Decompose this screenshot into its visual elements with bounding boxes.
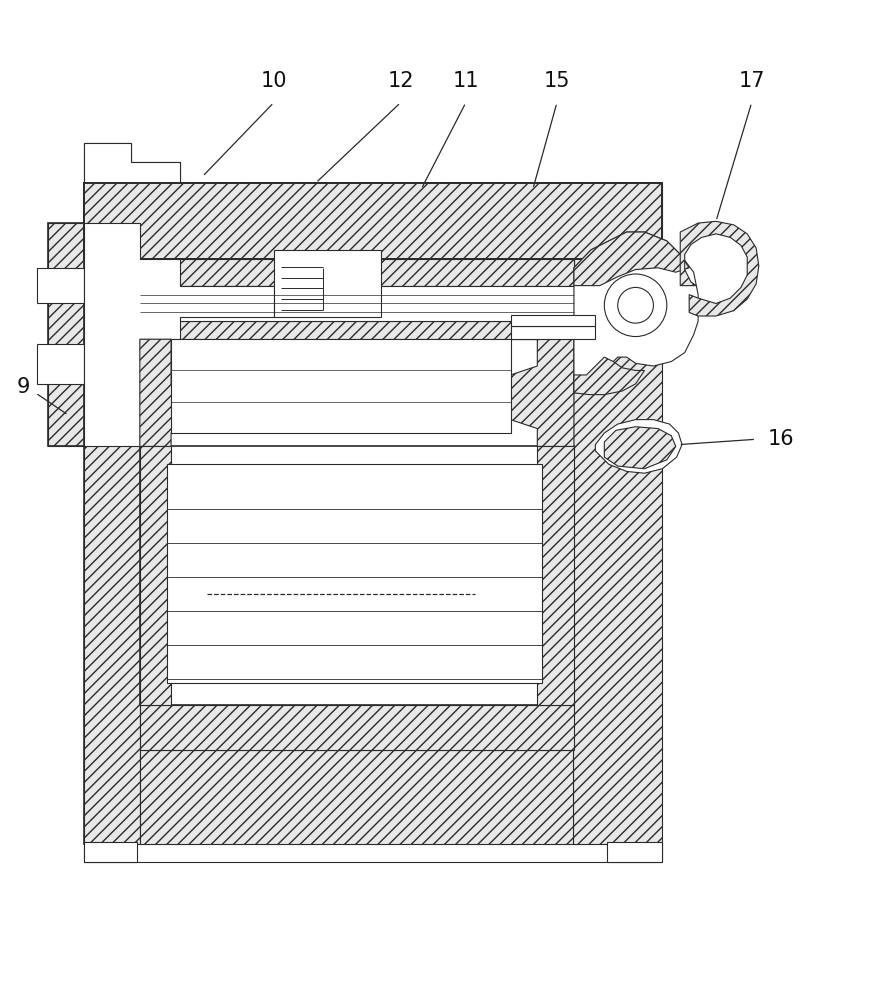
- Text: 12: 12: [387, 71, 414, 91]
- Polygon shape: [140, 446, 171, 705]
- Bar: [83, 842, 137, 862]
- Text: 10: 10: [261, 71, 287, 91]
- Text: 16: 16: [768, 429, 795, 449]
- Polygon shape: [140, 705, 574, 750]
- Text: 15: 15: [544, 71, 570, 91]
- Polygon shape: [511, 339, 574, 446]
- Polygon shape: [574, 232, 689, 286]
- Bar: [167, 464, 542, 683]
- Polygon shape: [604, 427, 676, 469]
- Polygon shape: [83, 183, 662, 259]
- Polygon shape: [83, 183, 140, 844]
- Bar: [140, 259, 574, 339]
- Bar: [37, 268, 83, 303]
- Text: 17: 17: [738, 71, 765, 91]
- Bar: [140, 446, 574, 705]
- Bar: [140, 286, 574, 321]
- Polygon shape: [140, 259, 574, 286]
- Bar: [83, 183, 662, 844]
- Polygon shape: [83, 143, 180, 183]
- Polygon shape: [83, 143, 180, 183]
- Polygon shape: [573, 183, 662, 844]
- Circle shape: [604, 274, 667, 337]
- Polygon shape: [140, 321, 574, 339]
- Polygon shape: [680, 221, 759, 316]
- Polygon shape: [574, 357, 644, 395]
- Text: 9: 9: [17, 377, 30, 397]
- Circle shape: [617, 287, 653, 323]
- Polygon shape: [83, 223, 274, 446]
- Bar: [171, 339, 511, 433]
- Polygon shape: [595, 420, 682, 473]
- Polygon shape: [83, 223, 274, 446]
- Bar: [83, 183, 662, 259]
- Bar: [511, 315, 595, 326]
- Bar: [607, 842, 662, 862]
- Polygon shape: [47, 223, 83, 446]
- Bar: [274, 250, 381, 317]
- Polygon shape: [140, 339, 198, 446]
- Bar: [511, 326, 595, 339]
- Polygon shape: [140, 750, 573, 844]
- Polygon shape: [574, 232, 698, 393]
- Text: 11: 11: [452, 71, 479, 91]
- Bar: [37, 344, 83, 384]
- Polygon shape: [538, 446, 574, 705]
- Bar: [83, 842, 662, 862]
- Bar: [47, 223, 83, 446]
